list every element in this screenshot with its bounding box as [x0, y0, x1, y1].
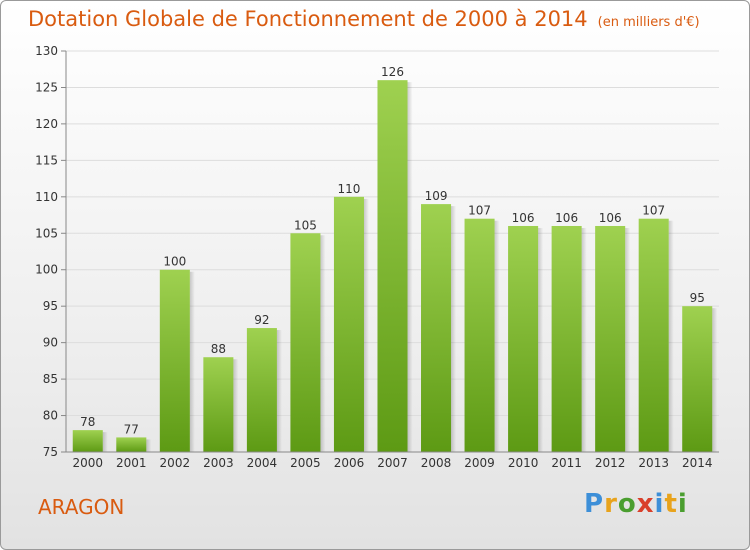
logo-letter: i — [654, 489, 665, 519]
bar — [421, 204, 452, 452]
bar-shadow — [451, 206, 457, 452]
bar — [246, 328, 277, 452]
bar-value-label: 78 — [80, 415, 95, 429]
bar-shadow — [712, 308, 718, 452]
proxiti-logo: Proxiti — [584, 489, 688, 519]
logo-letter: o — [617, 489, 637, 519]
y-tick-label: 90 — [43, 336, 58, 350]
x-tick-label: 2010 — [508, 456, 539, 470]
x-tick-label: 2008 — [421, 456, 452, 470]
bar-value-label: 92 — [254, 313, 269, 327]
x-tick-label: 2001 — [116, 456, 147, 470]
bar-value-label: 126 — [381, 65, 404, 79]
bar — [682, 306, 713, 452]
y-axis: 75 80 85 90 95 100 105 110 115 120 125 130 — [35, 44, 67, 459]
y-tick-label: 125 — [35, 80, 58, 94]
bar — [638, 218, 669, 452]
x-tick-label: 2006 — [334, 456, 365, 470]
bar — [116, 437, 147, 452]
bar-shadow — [407, 82, 413, 452]
unit-note: (en milliers d'€) — [597, 15, 700, 30]
bar-value-label: 77 — [124, 422, 139, 436]
x-tick-label: 2012 — [595, 456, 626, 470]
logo-letter: P — [584, 489, 605, 519]
bar-value-label: 88 — [211, 342, 226, 356]
y-tick-label: 130 — [35, 44, 58, 58]
bar-shadow — [363, 198, 369, 452]
bar-value-label: 106 — [555, 211, 578, 225]
bar-shadow — [233, 359, 239, 452]
x-tick-label: 2013 — [638, 456, 669, 470]
bar-shadow — [668, 220, 674, 452]
bar-shadow — [320, 235, 326, 452]
bar — [72, 430, 103, 452]
bar — [159, 269, 190, 452]
bar-shadow — [102, 432, 108, 452]
bar-shadow — [625, 227, 631, 452]
logo-letter: i — [677, 489, 688, 519]
bars-group: 78 77 100 88 92 105 110 126 109 107 106 106 106 107 95 — [72, 65, 718, 452]
y-tick-label: 110 — [35, 190, 58, 204]
logo-letter: t — [664, 489, 678, 519]
bar — [290, 233, 321, 452]
y-tick-label: 105 — [35, 226, 58, 240]
y-tick-label: 95 — [43, 299, 58, 313]
y-tick-label: 85 — [43, 372, 58, 386]
bar — [333, 196, 364, 452]
x-tick-label: 2003 — [203, 456, 234, 470]
x-tick-label: 2005 — [290, 456, 321, 470]
x-tick-label: 2002 — [160, 456, 191, 470]
x-tick-label: 2007 — [377, 456, 408, 470]
bar — [377, 80, 408, 452]
logo-letter: x — [636, 489, 655, 519]
bar-value-label: 100 — [163, 255, 186, 269]
y-tick-label: 100 — [35, 263, 58, 277]
bar — [595, 225, 626, 452]
bar-value-label: 110 — [338, 182, 361, 196]
x-tick-label: 2009 — [464, 456, 495, 470]
bar-shadow — [276, 330, 282, 452]
bar — [508, 225, 539, 452]
title-text: Dotation Globale de Fonctionnement de 20… — [28, 7, 588, 31]
bar-shadow — [581, 227, 587, 452]
bar — [551, 225, 582, 452]
x-tick-label: 2004 — [247, 456, 278, 470]
bar-value-label: 105 — [294, 218, 317, 232]
bar-value-label: 109 — [425, 189, 448, 203]
bar-shadow — [494, 220, 500, 452]
bar-shadow — [146, 439, 152, 452]
bar-shadow — [538, 227, 544, 452]
bar-shadow — [189, 271, 195, 452]
x-tick-label: 2011 — [551, 456, 582, 470]
bar-value-label: 106 — [599, 211, 622, 225]
bar-value-label: 107 — [468, 204, 491, 218]
y-tick-label: 80 — [43, 409, 58, 423]
chart-title: Dotation Globale de Fonctionnement de 20… — [28, 7, 700, 31]
bar-value-label: 106 — [512, 211, 535, 225]
logo-letter: r — [604, 489, 618, 519]
x-axis: 2000 2001 2002 2003 2004 2005 2006 2007 2008 2009… — [66, 451, 719, 470]
x-tick-label: 2014 — [682, 456, 713, 470]
x-tick-label: 2000 — [72, 456, 103, 470]
y-tick-label: 120 — [35, 117, 58, 131]
bar — [203, 357, 234, 452]
y-tick-label: 115 — [35, 153, 58, 167]
town-name: ARAGON — [38, 495, 125, 519]
bar-value-label: 107 — [642, 204, 665, 218]
bar-value-label: 95 — [690, 291, 705, 305]
bar — [464, 218, 495, 452]
y-tick-label: 75 — [43, 445, 58, 459]
